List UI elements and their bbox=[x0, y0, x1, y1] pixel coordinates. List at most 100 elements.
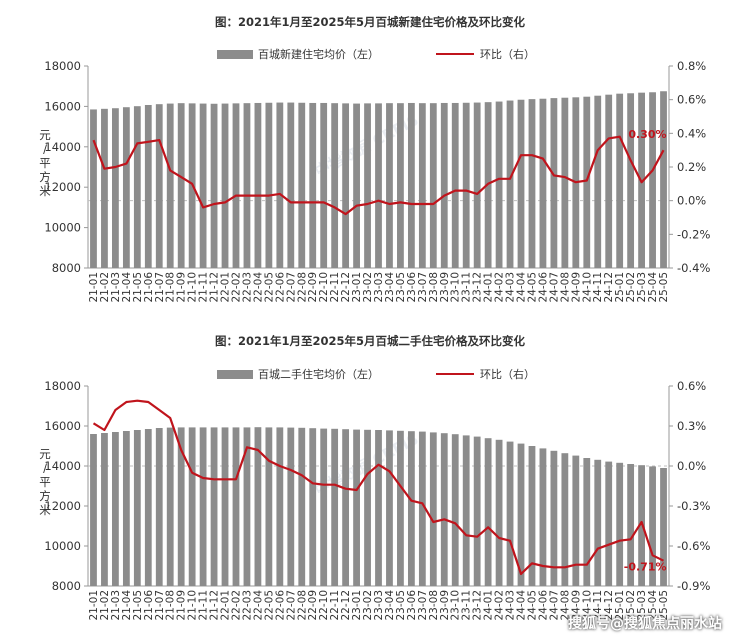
x-tick-label: 23-02 bbox=[362, 590, 374, 621]
price-bar bbox=[616, 93, 624, 268]
price-bar bbox=[144, 429, 152, 586]
price-bar bbox=[353, 103, 360, 269]
y2-tick-label: 0.6% bbox=[677, 93, 706, 107]
y-axis-label-char: 平 bbox=[39, 475, 51, 489]
x-tick-label: 22-06 bbox=[274, 272, 286, 303]
y2-tick-label: 0.6% bbox=[677, 379, 706, 393]
x-tick-label: 22-12 bbox=[340, 272, 352, 303]
x-tick-label: 22-07 bbox=[285, 272, 297, 303]
x-tick-label: 21-02 bbox=[99, 272, 111, 303]
x-tick-label: 23-07 bbox=[417, 272, 429, 303]
x-tick-label: 21-08 bbox=[165, 272, 177, 303]
x-tick-label: 22-08 bbox=[296, 272, 308, 303]
x-tick-label: 22-01 bbox=[220, 590, 232, 621]
price-bar bbox=[397, 430, 404, 586]
x-tick-label: 21-08 bbox=[165, 590, 177, 621]
price-bar bbox=[254, 102, 262, 268]
x-tick-label: 23-10 bbox=[450, 272, 462, 303]
x-tick-label: 23-10 bbox=[450, 590, 462, 621]
price-bar bbox=[429, 432, 437, 586]
y-axis-label-char: 元 bbox=[39, 128, 51, 142]
price-bar bbox=[594, 459, 602, 586]
x-tick-label: 24-12 bbox=[603, 590, 615, 621]
x-tick-label: 25-03 bbox=[636, 590, 648, 621]
price-bar bbox=[462, 102, 470, 268]
y-axis-label-char: / bbox=[43, 461, 47, 475]
price-bar bbox=[561, 453, 569, 586]
price-bar bbox=[90, 434, 97, 586]
x-tick-label: 23-02 bbox=[362, 272, 374, 303]
mom-change-line bbox=[92, 399, 664, 576]
y2-tick-label: -0.9% bbox=[677, 579, 710, 593]
x-tick-label: 25-04 bbox=[647, 272, 659, 303]
y-tick-label: 12000 bbox=[44, 499, 81, 513]
price-bar bbox=[331, 428, 339, 586]
price-bar bbox=[265, 102, 273, 268]
price-bar bbox=[276, 427, 284, 586]
x-tick-label: 22-04 bbox=[252, 272, 264, 303]
x-tick-label: 21-04 bbox=[121, 272, 133, 303]
price-bar bbox=[539, 448, 547, 586]
price-bar bbox=[583, 458, 591, 586]
y-tick-label: 8000 bbox=[52, 261, 81, 275]
price-bar bbox=[660, 468, 667, 586]
price-bar bbox=[484, 438, 492, 586]
price-bar bbox=[298, 427, 306, 586]
price-bar bbox=[407, 102, 415, 268]
x-tick-label: 21-12 bbox=[209, 272, 221, 303]
x-tick-label: 22-05 bbox=[263, 590, 275, 621]
y-axis-label-char: 平 bbox=[39, 156, 51, 170]
x-tick-label: 24-03 bbox=[505, 272, 517, 303]
x-tick-label: 25-04 bbox=[647, 590, 659, 621]
price-bar bbox=[528, 446, 536, 586]
x-tick-label: 22-10 bbox=[318, 590, 330, 621]
x-tick-label: 24-09 bbox=[570, 590, 582, 621]
price-bar bbox=[210, 427, 218, 586]
x-tick-label: 23-08 bbox=[428, 590, 440, 621]
x-tick-label: 21-05 bbox=[132, 590, 144, 621]
x-tick-label: 23-03 bbox=[373, 590, 385, 621]
y-axis-label-char: 米 bbox=[39, 184, 51, 198]
price-bar bbox=[550, 98, 558, 268]
price-bar bbox=[243, 103, 251, 268]
price-bar bbox=[386, 103, 393, 268]
price-bar bbox=[495, 101, 503, 268]
x-tick-label: 22-05 bbox=[263, 272, 275, 303]
price-bar bbox=[550, 450, 558, 586]
x-tick-label: 21-01 bbox=[88, 272, 100, 303]
price-bar bbox=[122, 431, 130, 586]
y-axis-label-char: 米 bbox=[39, 503, 51, 517]
x-tick-label: 22-07 bbox=[285, 590, 297, 621]
x-tick-label: 21-11 bbox=[198, 272, 210, 303]
x-tick-label: 22-04 bbox=[252, 590, 264, 621]
price-bar bbox=[386, 430, 393, 586]
x-tick-label: 24-08 bbox=[559, 590, 571, 621]
price-bar bbox=[276, 102, 284, 268]
x-tick-label: 25-01 bbox=[614, 590, 626, 621]
y2-tick-label: 0.4% bbox=[677, 126, 706, 140]
price-bar bbox=[649, 92, 656, 268]
x-tick-label: 23-09 bbox=[439, 272, 451, 303]
x-tick-label: 22-10 bbox=[318, 272, 330, 303]
x-tick-label: 23-04 bbox=[384, 590, 396, 621]
price-bar bbox=[594, 95, 602, 268]
x-tick-label: 24-12 bbox=[603, 272, 615, 303]
legend-line-label: 环比（右） bbox=[480, 367, 535, 381]
y-tick-label: 14000 bbox=[44, 140, 81, 154]
x-tick-label: 25-02 bbox=[625, 590, 637, 621]
price-bar bbox=[199, 427, 207, 586]
price-bar bbox=[440, 433, 448, 586]
x-tick-label: 24-02 bbox=[494, 272, 506, 303]
x-tick-label: 23-04 bbox=[384, 272, 396, 303]
price-bar bbox=[506, 100, 514, 269]
x-tick-label: 24-06 bbox=[537, 590, 549, 621]
legend-bar-label: 百城二手住宅均价（左） bbox=[258, 367, 379, 381]
x-tick-label: 24-04 bbox=[516, 272, 528, 303]
x-tick-label: 22-11 bbox=[329, 272, 341, 303]
price-bar bbox=[364, 103, 371, 269]
price-bar bbox=[254, 427, 262, 586]
mom-change-line bbox=[92, 135, 665, 216]
price-bar bbox=[232, 427, 240, 586]
